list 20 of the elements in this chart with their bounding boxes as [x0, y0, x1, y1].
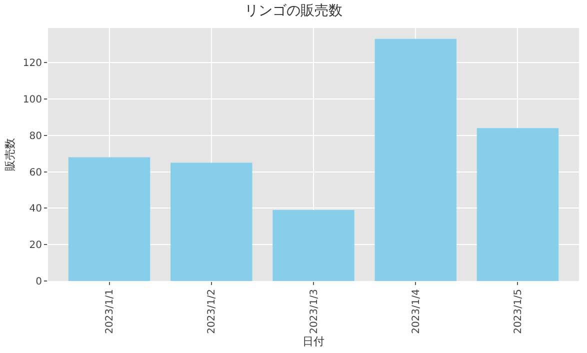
y-tick-label: 80 [29, 130, 42, 142]
x-tick-label: 2023/1/1 [104, 289, 116, 334]
bar [272, 210, 354, 281]
bar [68, 157, 150, 281]
y-tick-label: 60 [29, 167, 42, 178]
chart-title: リンゴの販売数 [244, 3, 342, 20]
y-axis-title: 販売数 [4, 138, 17, 171]
y-tick-label: 20 [29, 240, 42, 252]
y-tick-label: 100 [22, 94, 42, 106]
x-tick-label: 2023/1/5 [512, 289, 524, 334]
bar [476, 128, 559, 281]
y-tick-label: 40 [29, 204, 42, 215]
bar [170, 162, 252, 281]
y-tick-label: 0 [36, 276, 42, 288]
y-tick-label: 120 [22, 58, 42, 70]
bar [374, 38, 456, 281]
x-tick-label: 2023/1/3 [308, 289, 320, 334]
x-tick-label: 2023/1/4 [410, 289, 422, 334]
x-tick-label: 2023/1/2 [206, 289, 218, 334]
x-axis-title: 日付 [302, 335, 324, 348]
